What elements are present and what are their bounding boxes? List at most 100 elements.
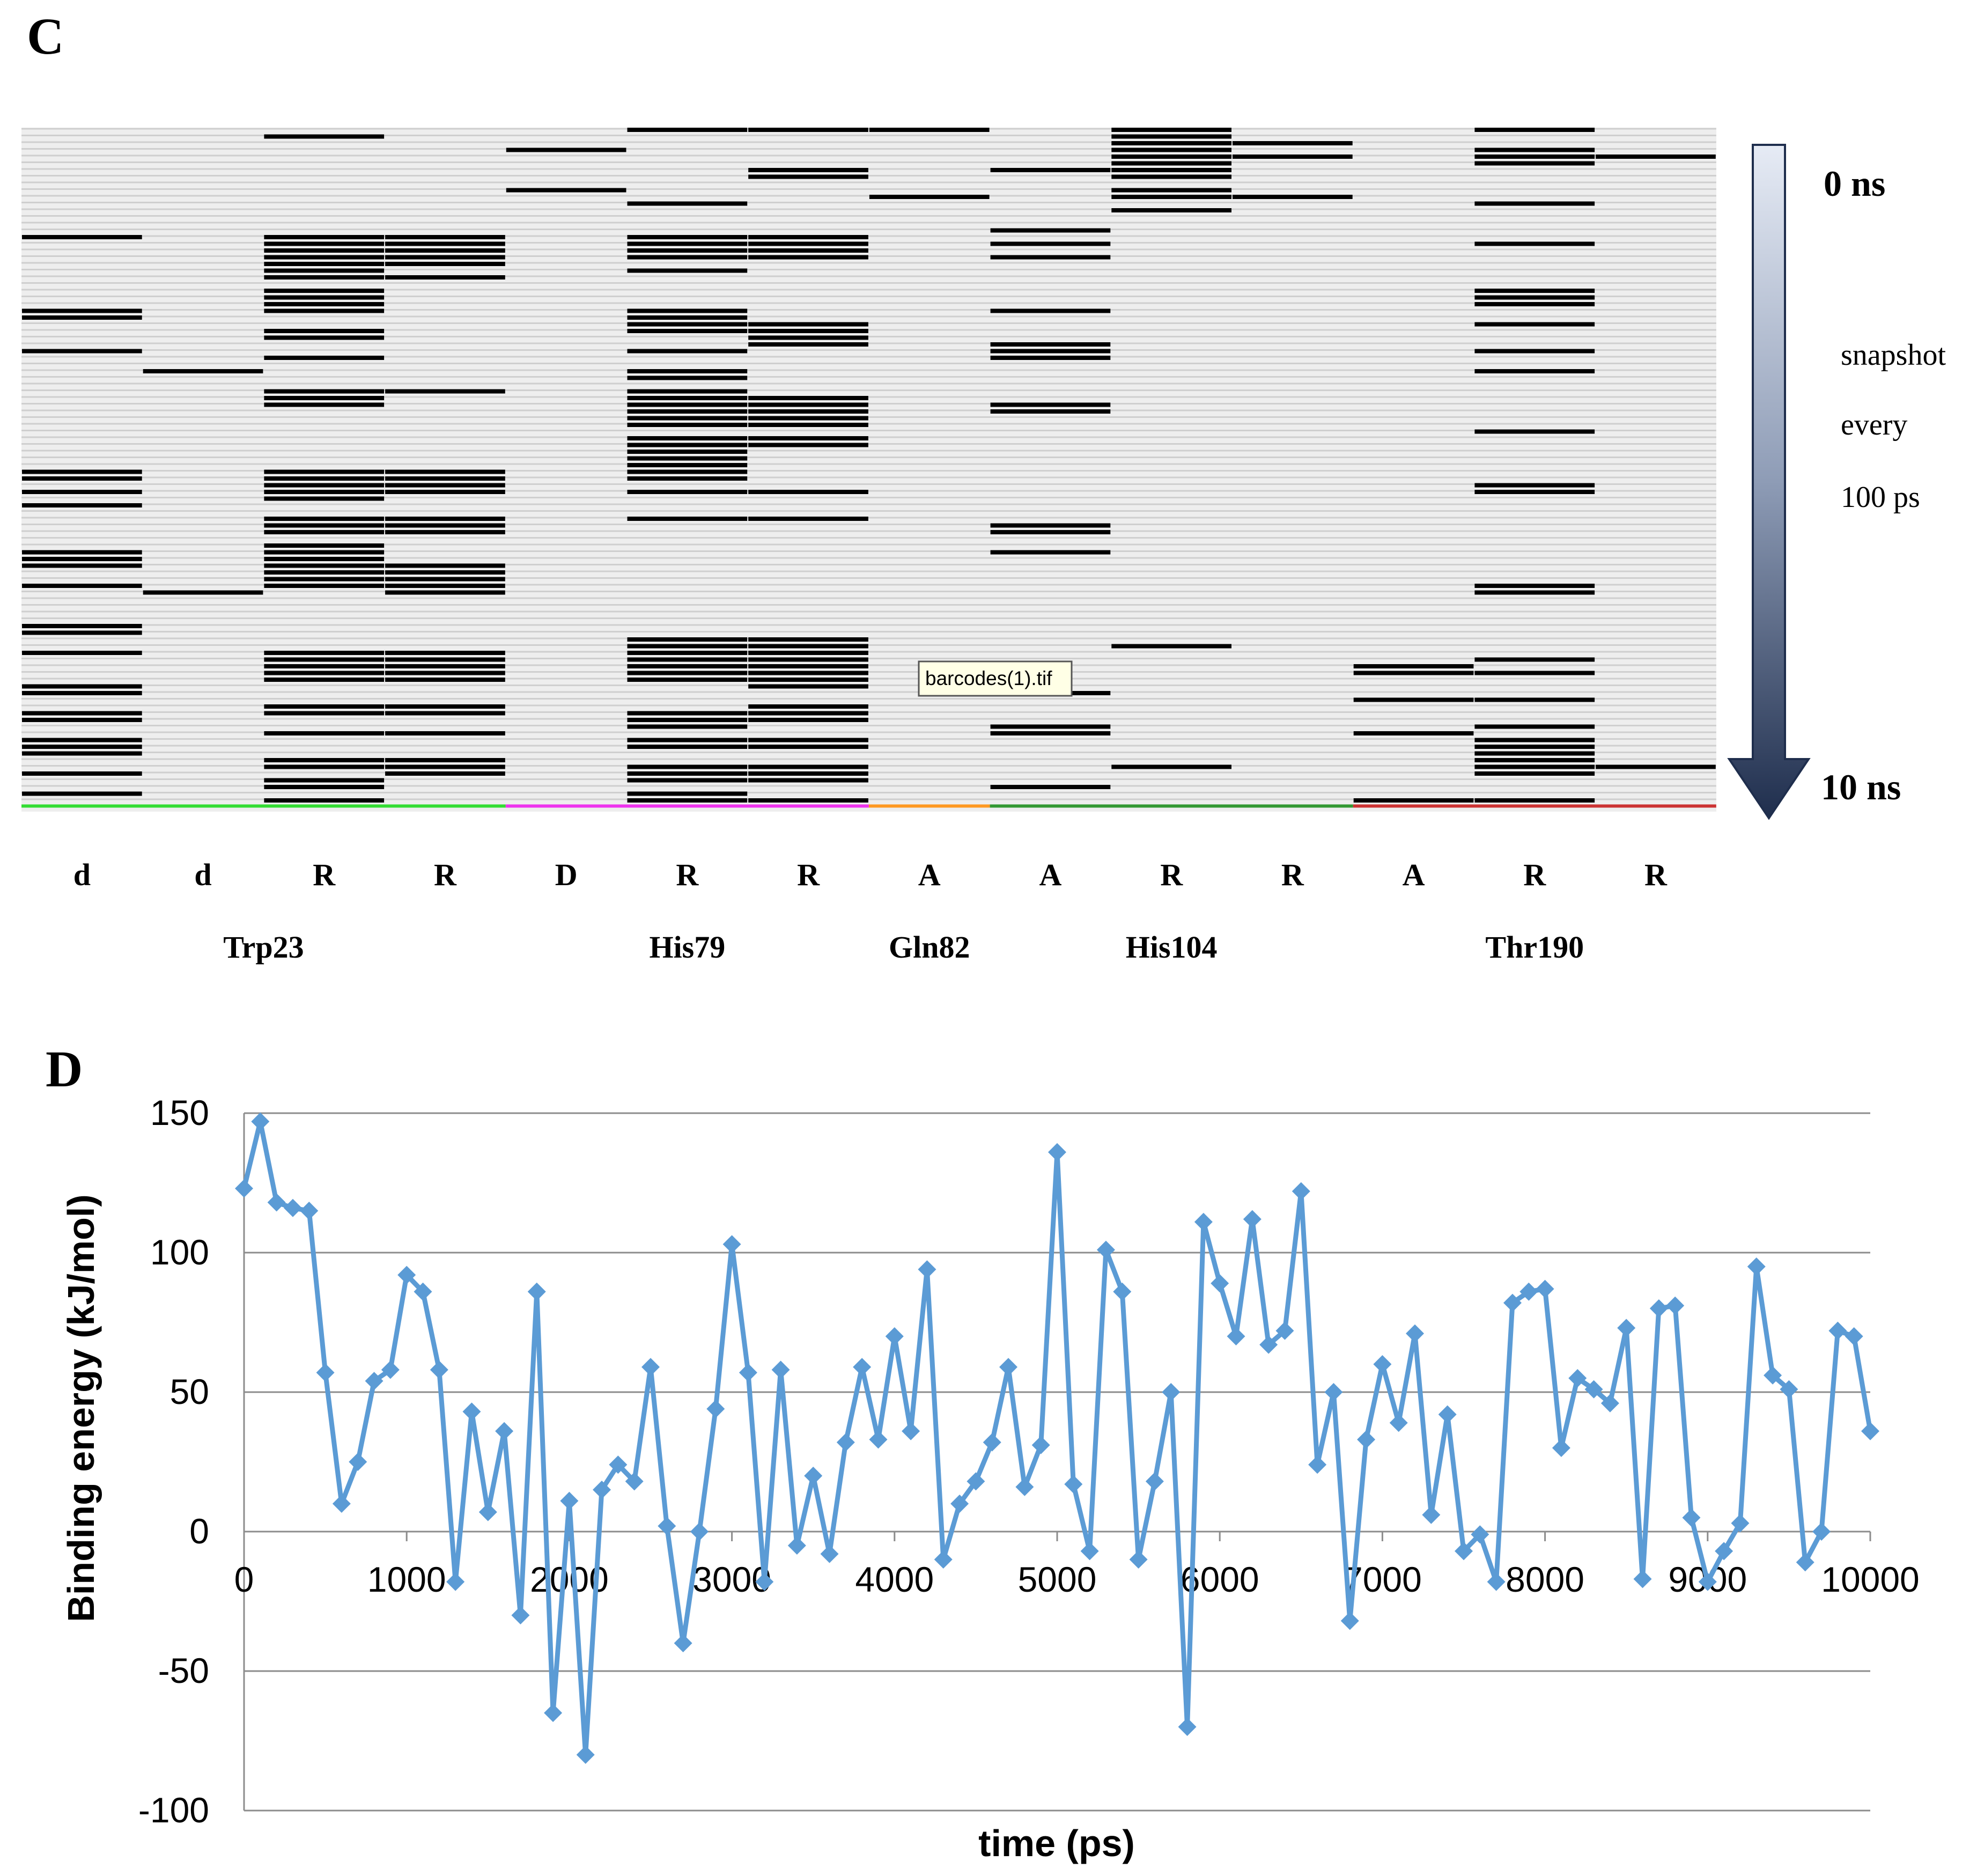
barcode-bar [143, 590, 263, 595]
x-tick-label: 0 [234, 1559, 254, 1599]
barcode-bar [627, 409, 748, 414]
barcode-bar [748, 778, 868, 783]
barcode-bar [22, 550, 142, 555]
barcode-bar [627, 476, 748, 481]
barcode-bar [990, 785, 1111, 789]
barcode-bar [1474, 671, 1595, 675]
data-point [1666, 1296, 1685, 1315]
barcode-bar [627, 268, 748, 273]
barcode-bar [1111, 128, 1231, 132]
barcode-bar [1474, 764, 1595, 769]
barcode-bar [990, 724, 1111, 729]
barcode-bar [627, 308, 748, 313]
x-tick-label: 5000 [1018, 1559, 1097, 1599]
data-point [414, 1282, 432, 1301]
data-point [869, 1430, 888, 1449]
barcode-bar [264, 778, 385, 783]
barcode-bar [22, 308, 142, 313]
data-point [983, 1433, 1001, 1452]
barcode-bar [748, 798, 868, 803]
column-label: R [797, 857, 820, 892]
barcode-bar [385, 764, 505, 769]
barcode-bar [748, 423, 868, 427]
barcode-bar [627, 315, 748, 320]
data-point [1845, 1327, 1863, 1345]
barcode-bar [385, 651, 505, 655]
barcode-bar [264, 235, 385, 239]
barcode-bar [748, 517, 868, 521]
barcode-bar [1111, 155, 1231, 159]
barcode-bar [748, 745, 868, 749]
barcode-bar [385, 235, 505, 239]
data-point [1308, 1455, 1327, 1474]
barcode-bar [264, 469, 385, 474]
barcode-bar [748, 322, 868, 327]
barcode-bar [627, 369, 748, 373]
data-point [1796, 1553, 1814, 1572]
barcode-bar [506, 148, 626, 152]
barcode-bar [22, 684, 142, 689]
barcode-bar [1111, 764, 1231, 769]
data-point [1096, 1240, 1115, 1259]
series-line [241, 1119, 1873, 1757]
barcode-bar [627, 443, 748, 447]
barcode-bar [1474, 241, 1595, 246]
barcode-bar [264, 523, 385, 528]
data-point [397, 1266, 416, 1284]
barcode-bar [385, 704, 505, 709]
data-point [658, 1517, 676, 1535]
data-point [1649, 1299, 1668, 1318]
barcode-bar [385, 241, 505, 246]
data-point [1682, 1509, 1701, 1527]
data-point [967, 1472, 985, 1491]
barcode-bar [22, 235, 142, 239]
barcode-bar [627, 349, 748, 354]
barcode-bar [264, 517, 385, 521]
data-point [918, 1260, 936, 1279]
residue-label: Thr190 [1485, 930, 1584, 965]
barcode-bar [385, 657, 505, 662]
data-point [1031, 1436, 1050, 1454]
barcode-bar [627, 678, 748, 682]
barcode-bar [627, 791, 748, 796]
barcode-bar [385, 758, 505, 762]
data-point [1828, 1321, 1847, 1340]
y-tick-label: 100 [150, 1232, 209, 1272]
x-tick-label: 1000 [367, 1559, 446, 1599]
data-point [1503, 1293, 1522, 1312]
barcode-bar [264, 275, 385, 279]
barcode-bar [264, 268, 385, 273]
data-point [641, 1358, 660, 1377]
column-label: R [434, 857, 457, 892]
barcode-bar [627, 436, 748, 440]
data-point [1015, 1477, 1034, 1496]
data-point [349, 1453, 367, 1471]
barcode-bar [748, 651, 868, 655]
barcode-bar [1233, 155, 1353, 159]
barcode-bar [1474, 590, 1595, 595]
barcode-bar [627, 745, 748, 749]
barcode-bar [22, 315, 142, 320]
barcode-bar [264, 764, 385, 769]
data-point [1340, 1612, 1359, 1630]
barcode-bar [22, 745, 142, 749]
data-point [999, 1358, 1018, 1377]
barcode-bar [1111, 644, 1231, 649]
barcode-bar [385, 389, 505, 394]
barcode-bar [627, 738, 748, 742]
barcode-bar [627, 778, 748, 783]
barcode-bar [264, 704, 385, 709]
barcode-bar [1474, 798, 1595, 803]
chart-gridlines [243, 1112, 1871, 1812]
series-markers [235, 1112, 1879, 1764]
barcode-bar [385, 476, 505, 481]
barcode-bar [1111, 134, 1231, 139]
barcode-bar [264, 483, 385, 488]
barcode-bar [264, 255, 385, 260]
y-tick-label: 50 [170, 1372, 209, 1411]
barcode-bar [22, 718, 142, 722]
barcode-bar [385, 262, 505, 266]
barcode-bar [1596, 155, 1716, 159]
data-point [1487, 1572, 1506, 1591]
barcode-bar [748, 436, 868, 440]
